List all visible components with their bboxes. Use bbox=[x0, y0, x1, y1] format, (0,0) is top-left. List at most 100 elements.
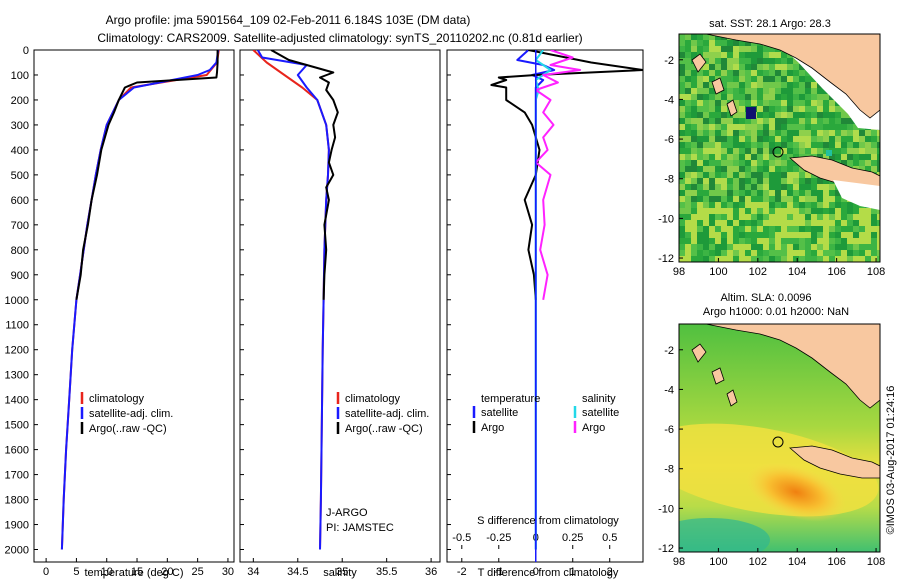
sst-pixel bbox=[751, 250, 757, 256]
sst-pixel bbox=[703, 82, 709, 88]
sst-pixel bbox=[733, 256, 739, 262]
sst-pixel bbox=[703, 142, 709, 148]
sst-pixel bbox=[733, 154, 739, 160]
sst-pixel bbox=[811, 196, 817, 202]
difference-legend: temperature salinity satellite Argo sate… bbox=[472, 393, 619, 434]
sst-pixel bbox=[685, 232, 691, 238]
sst-pixel bbox=[781, 190, 787, 196]
difference-series bbox=[490, 50, 643, 562]
sst-pixel bbox=[823, 190, 829, 196]
sst-pixel bbox=[745, 172, 751, 178]
sst-pixel bbox=[697, 124, 703, 130]
sst-pixel bbox=[853, 250, 859, 256]
sst-pixel bbox=[775, 106, 781, 112]
sst-pixel bbox=[733, 190, 739, 196]
sst-pixel bbox=[691, 172, 697, 178]
sst-pixel bbox=[781, 154, 787, 160]
sst-pixel bbox=[775, 112, 781, 118]
sst-pixel bbox=[679, 184, 685, 190]
sst-pixel bbox=[847, 154, 853, 160]
sst-pixel bbox=[877, 160, 880, 166]
sst-pixel bbox=[763, 232, 769, 238]
sst-pixel bbox=[793, 124, 799, 130]
sst-pixel bbox=[775, 88, 781, 94]
sst-pixel bbox=[769, 124, 775, 130]
legend-satellite: satellite-adj. clim. bbox=[89, 408, 173, 420]
sst-pixel bbox=[697, 100, 703, 106]
sst-pixel bbox=[697, 154, 703, 160]
sst-pixel bbox=[817, 142, 823, 148]
sst-pixel bbox=[787, 118, 793, 124]
sst-pixel bbox=[733, 112, 739, 118]
sst-pixel bbox=[823, 112, 829, 118]
sst-pixel bbox=[703, 238, 709, 244]
x-tick-label: 30 bbox=[222, 566, 234, 578]
x-tick-label: 34 bbox=[247, 566, 259, 578]
sst-pixel bbox=[781, 226, 787, 232]
sst-pixel bbox=[853, 232, 859, 238]
sst-pixel bbox=[829, 136, 835, 142]
sst-pixel bbox=[745, 166, 751, 172]
sst-pixel bbox=[757, 58, 763, 64]
sst-pixel bbox=[757, 154, 763, 160]
sst-pixel bbox=[829, 226, 835, 232]
sst-pixel bbox=[721, 112, 727, 118]
sst-pixel bbox=[805, 226, 811, 232]
sst-map bbox=[679, 34, 880, 262]
sst-pixel bbox=[793, 100, 799, 106]
sst-pixel bbox=[691, 88, 697, 94]
lat-tick-label: -12 bbox=[658, 543, 674, 555]
sst-pixel bbox=[757, 196, 763, 202]
sst-pixel bbox=[841, 160, 847, 166]
sst-pixel bbox=[685, 40, 691, 46]
sst-pixel bbox=[823, 136, 829, 142]
sst-pixel bbox=[691, 82, 697, 88]
sst-pixel bbox=[709, 124, 715, 130]
sst-pixel bbox=[775, 226, 781, 232]
sst-pixel bbox=[823, 106, 829, 112]
sst-pixel bbox=[709, 148, 715, 154]
sst-pixel bbox=[847, 118, 853, 124]
sst-pixel bbox=[685, 226, 691, 232]
lon-tick-label: 100 bbox=[709, 266, 727, 278]
sst-pixel bbox=[679, 190, 685, 196]
t-difference-axis-label: T difference from climatology bbox=[478, 567, 619, 579]
sst-pixel bbox=[769, 136, 775, 142]
sst-pixel bbox=[757, 142, 763, 148]
sst-pixel bbox=[829, 118, 835, 124]
sst-pixel bbox=[745, 94, 751, 100]
sst-pixel bbox=[769, 88, 775, 94]
sst-pixel bbox=[715, 130, 721, 136]
x-tick-label: 2 bbox=[607, 566, 613, 578]
sst-pixel bbox=[853, 238, 859, 244]
sst-pixel bbox=[811, 250, 817, 256]
sst-pixel bbox=[685, 202, 691, 208]
sst-pixel bbox=[769, 214, 775, 220]
sst-pixel bbox=[805, 256, 811, 262]
sst-pixel bbox=[763, 76, 769, 82]
sst-pixel bbox=[715, 58, 721, 64]
sst-pixel bbox=[703, 166, 709, 172]
sst-pixel bbox=[835, 208, 841, 214]
sst-pixel bbox=[775, 184, 781, 190]
sst-pixel bbox=[739, 178, 745, 184]
sst-pixel bbox=[817, 190, 823, 196]
sst-pixel bbox=[703, 160, 709, 166]
sst-pixel bbox=[847, 142, 853, 148]
sst-pixel bbox=[703, 52, 709, 58]
sst-pixel bbox=[775, 250, 781, 256]
sst-pixel bbox=[793, 232, 799, 238]
sst-pixel bbox=[757, 130, 763, 136]
sst-pixel bbox=[697, 244, 703, 250]
sst-pixel bbox=[787, 88, 793, 94]
sst-pixel bbox=[799, 220, 805, 226]
series-line-argo bbox=[75, 50, 219, 300]
sst-pixel bbox=[721, 70, 727, 76]
sst-pixel bbox=[733, 160, 739, 166]
sst-pixel bbox=[799, 82, 805, 88]
sla-map-title: Altim. SLA: 0.0096 bbox=[720, 292, 811, 304]
sst-pixel bbox=[853, 160, 859, 166]
sst-pixel bbox=[739, 166, 745, 172]
sst-pixel bbox=[763, 112, 769, 118]
sst-pixel bbox=[709, 40, 715, 46]
